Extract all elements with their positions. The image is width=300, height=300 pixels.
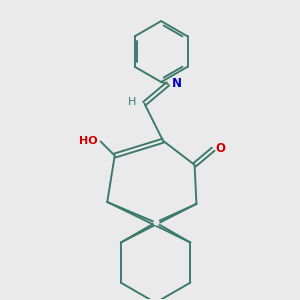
Text: H: H: [128, 97, 136, 107]
Text: N: N: [172, 77, 182, 90]
Text: O: O: [216, 142, 226, 155]
Text: HO: HO: [79, 136, 98, 146]
